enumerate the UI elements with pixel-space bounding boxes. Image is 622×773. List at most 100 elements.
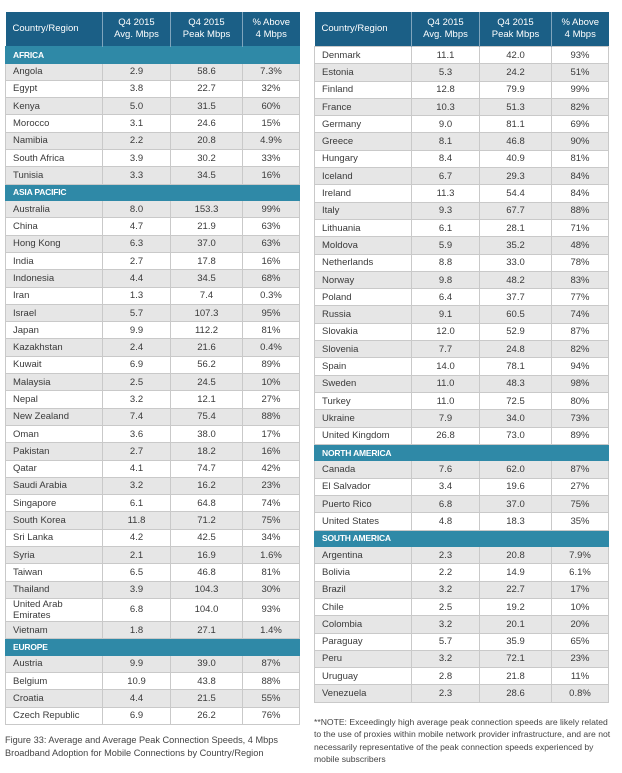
- avg-mbps-cell: 3.2: [411, 649, 480, 669]
- peak-mbps-cell: 78.1: [479, 357, 552, 376]
- table-row: Greece 8.1 46.8 90%: [314, 132, 609, 151]
- pct-above-4mbps-cell: 55%: [242, 689, 300, 708]
- avg-mbps-cell: 3.4: [411, 477, 480, 496]
- pct-above-4mbps-cell: 7.3%: [242, 62, 300, 81]
- region-label: ASIA PACIFIC: [5, 183, 300, 202]
- table-row: Turkey 11.0 72.5 80%: [314, 391, 609, 411]
- avg-mbps-cell: 3.2: [411, 615, 480, 634]
- pct-above-4mbps-cell: 23%: [242, 476, 300, 496]
- pct-above-4mbps-cell: 90%: [551, 132, 609, 151]
- table-row: Indonesia 4.4 34.5 68%: [5, 269, 300, 288]
- region-label: SOUTH AMERICA: [314, 529, 609, 548]
- peak-mbps-cell: 21.6: [170, 338, 243, 357]
- country-cell: Moldova: [314, 236, 412, 255]
- country-cell: South Korea: [5, 511, 103, 530]
- region-header-row: EUROPE: [5, 638, 300, 656]
- pct-above-4mbps-cell: 33%: [242, 148, 300, 168]
- pct-above-4mbps-cell: 81%: [242, 321, 300, 340]
- avg-mbps-cell: 6.8: [102, 597, 171, 622]
- country-cell: Egypt: [5, 79, 103, 99]
- country-cell: France: [314, 97, 412, 117]
- avg-mbps-cell: 2.5: [102, 373, 171, 392]
- table-row: Malaysia 2.5 24.5 10%: [5, 373, 300, 392]
- peak-mbps-cell: 71.2: [170, 511, 243, 530]
- avg-mbps-cell: 6.1: [102, 494, 171, 513]
- table-header-row: Country/Region Q4 2015 Avg. Mbps Q4 2015 P…: [5, 12, 300, 47]
- peak-mbps-cell: 48.2: [479, 270, 552, 290]
- country-cell: Japan: [5, 321, 103, 340]
- avg-mbps-cell: 4.2: [102, 528, 171, 548]
- avg-mbps-cell: 3.6: [102, 424, 171, 444]
- table-row: Qatar 4.1 74.7 42%: [5, 459, 300, 478]
- avg-mbps-cell: 3.2: [411, 580, 480, 599]
- col-header-avg: Q4 2015 Avg. Mbps: [411, 12, 480, 47]
- table-row: Venezuela 2.3 28.6 0.8%: [314, 684, 609, 703]
- avg-mbps-cell: 6.7: [411, 167, 480, 186]
- table-row: Kuwait 6.9 56.2 89%: [5, 355, 300, 375]
- peak-mbps-cell: 22.7: [170, 79, 243, 99]
- table-row: Paraguay 5.7 35.9 65%: [314, 632, 609, 651]
- table-row: South Africa 3.9 30.2 33%: [5, 148, 300, 168]
- peak-mbps-cell: 153.3: [170, 200, 243, 219]
- country-cell: El Salvador: [314, 477, 412, 496]
- peak-mbps-cell: 42.5: [170, 528, 243, 548]
- avg-mbps-cell: 3.8: [102, 79, 171, 99]
- avg-mbps-cell: 2.3: [411, 684, 480, 703]
- pct-above-4mbps-cell: 27%: [551, 477, 609, 496]
- table-row: Sri Lanka 4.2 42.5 34%: [5, 528, 300, 548]
- avg-mbps-cell: 4.4: [102, 269, 171, 288]
- country-cell: Ireland: [314, 184, 412, 203]
- country-cell: Israel: [5, 303, 103, 323]
- peak-mbps-cell: 18.3: [479, 512, 552, 531]
- avg-mbps-cell: 12.8: [411, 80, 480, 99]
- pct-above-4mbps-cell: 30%: [242, 580, 300, 599]
- table-row: Sweden 11.0 48.3 98%: [314, 374, 609, 393]
- table-row: Croatia 4.4 21.5 55%: [5, 689, 300, 708]
- col-header-avg: Q4 2015 Avg. Mbps: [102, 12, 171, 47]
- avg-mbps-cell: 9.1: [411, 305, 480, 324]
- country-cell: Spain: [314, 357, 412, 376]
- pct-above-4mbps-cell: 32%: [242, 79, 300, 99]
- avg-mbps-cell: 4.8: [411, 512, 480, 531]
- peak-mbps-cell: 43.8: [170, 671, 243, 691]
- avg-mbps-cell: 5.0: [102, 97, 171, 116]
- country-cell: Australia: [5, 200, 103, 219]
- table-row: Egypt 3.8 22.7 32%: [5, 79, 300, 99]
- table-row: Austria 9.9 39.0 87%: [5, 654, 300, 674]
- region-header-row: NORTH AMERICA: [314, 443, 609, 462]
- avg-mbps-cell: 1.8: [102, 620, 171, 640]
- peak-mbps-cell: 51.3: [479, 97, 552, 117]
- peak-mbps-cell: 104.3: [170, 580, 243, 599]
- table-row: Czech Republic 6.9 26.2 76%: [5, 706, 300, 725]
- avg-mbps-cell: 14.0: [411, 357, 480, 376]
- country-cell: Netherlands: [314, 253, 412, 272]
- avg-mbps-cell: 6.5: [102, 563, 171, 582]
- pct-above-4mbps-cell: 23%: [551, 649, 609, 669]
- peak-mbps-cell: 12.1: [170, 390, 243, 409]
- pct-above-4mbps-cell: 87%: [551, 322, 609, 342]
- table-row: Norway 9.8 48.2 83%: [314, 270, 609, 290]
- peak-mbps-cell: 48.3: [479, 374, 552, 393]
- avg-mbps-cell: 9.8: [411, 270, 480, 290]
- peak-mbps-cell: 62.0: [479, 460, 552, 479]
- table-row: Japan 9.9 112.2 81%: [5, 321, 300, 340]
- country-cell: China: [5, 217, 103, 236]
- table-row: Syria 2.1 16.9 1.6%: [5, 546, 300, 565]
- peak-mbps-cell: 60.5: [479, 305, 552, 324]
- avg-mbps-cell: 2.7: [102, 442, 171, 461]
- country-cell: Qatar: [5, 459, 103, 478]
- table-row: Nepal 3.2 12.1 27%: [5, 390, 300, 409]
- avg-mbps-cell: 2.9: [102, 62, 171, 81]
- avg-mbps-cell: 9.0: [411, 115, 480, 134]
- country-cell: Croatia: [5, 689, 103, 708]
- peak-mbps-cell: 34.5: [170, 269, 243, 288]
- table-row: Slovakia 12.0 52.9 87%: [314, 322, 609, 342]
- avg-mbps-cell: 2.3: [411, 546, 480, 565]
- country-cell: Malaysia: [5, 373, 103, 392]
- right-data-table: Country/Region Q4 2015 Avg. Mbps Q4 2015 P…: [314, 12, 609, 703]
- country-cell: Venezuela: [314, 684, 412, 703]
- pct-above-4mbps-cell: 0.8%: [551, 684, 609, 703]
- pct-above-4mbps-cell: 17%: [242, 424, 300, 444]
- country-cell: Italy: [314, 201, 412, 220]
- table-row: Estonia 5.3 24.2 51%: [314, 63, 609, 82]
